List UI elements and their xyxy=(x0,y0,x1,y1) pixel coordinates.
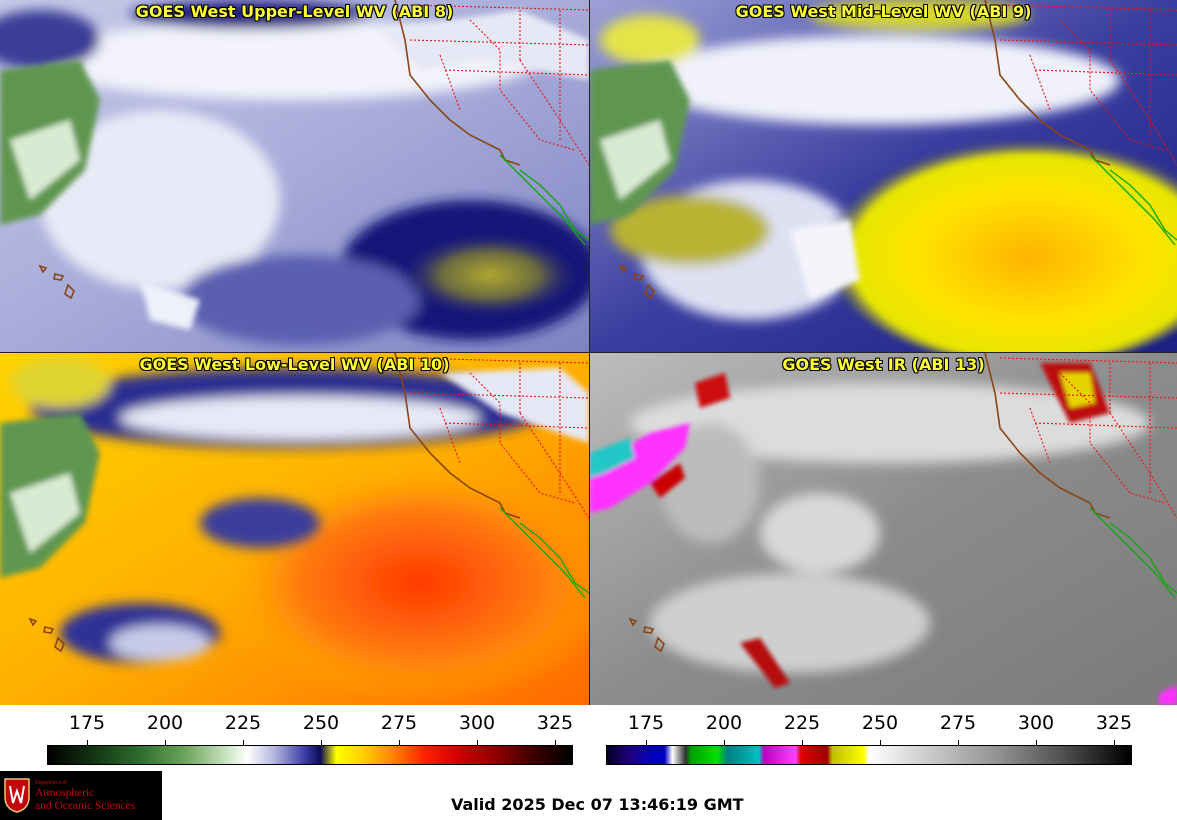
panel-title: GOES West Upper-Level WV (ABI 8) xyxy=(135,2,454,21)
colorbar-tick-label: 300 xyxy=(1017,712,1055,734)
mid-level-wv-image xyxy=(590,0,1177,352)
mid-level-wv-panel: GOES West Mid-Level WV (ABI 9) xyxy=(590,0,1177,352)
colorbar-tick-label: 250 xyxy=(861,712,899,734)
upper-level-wv-panel: GOES West Upper-Level WV (ABI 8) xyxy=(0,0,589,352)
colorbar-tick-label: 300 xyxy=(458,712,496,734)
colorbar-tick-mark xyxy=(802,740,803,746)
panel-title: GOES West Mid-Level WV (ABI 9) xyxy=(735,2,1032,21)
colorbar-tick-label: 250 xyxy=(302,712,340,734)
colorbar-tick-mark xyxy=(1036,740,1037,746)
colorbar-tick-mark xyxy=(321,740,322,746)
colorbar-right-ticks: 175 200 225 250 275 300 325 xyxy=(606,712,1133,746)
colorbar-tick-mark xyxy=(243,740,244,746)
state-border-overlay xyxy=(409,4,589,166)
colorbar-tick-label: 225 xyxy=(783,712,821,734)
colorbar-tick-label: 325 xyxy=(1095,712,1133,734)
low-level-wv-image xyxy=(0,353,589,705)
colorbar-tick-mark xyxy=(880,740,881,746)
ir-image xyxy=(590,353,1177,705)
colorbar-tick-mark xyxy=(724,740,725,746)
mexico-coast-overlay xyxy=(499,154,589,246)
colorbar-left-ticks: 175 200 225 250 275 300 325 xyxy=(47,712,574,746)
colorbar-tick-label: 325 xyxy=(536,712,574,734)
aos-logo[interactable]: Department of Atmospheric and Oceanic Sc… xyxy=(0,771,162,820)
colorbar-tick-label: 175 xyxy=(68,712,106,734)
colorbar-tick-label: 175 xyxy=(627,712,665,734)
ir-colorbar xyxy=(606,745,1132,765)
coastline-overlay xyxy=(38,0,521,300)
logo-line-2: and Oceanic Sciences xyxy=(35,800,136,812)
ir-panel: GOES West IR (ABI 13) xyxy=(590,353,1177,705)
upper-level-wv-image xyxy=(0,0,589,352)
panel-title: GOES West Low-Level WV (ABI 10) xyxy=(139,355,450,374)
colorbar-tick-label: 200 xyxy=(146,712,184,734)
panel-divider-horizontal xyxy=(0,352,1177,353)
colorbar-tick-mark xyxy=(1114,740,1115,746)
colorbar-tick-mark xyxy=(646,740,647,746)
valid-time: Valid 2025 Dec 07 13:46:19 GMT xyxy=(451,795,744,814)
colorbar-tick-mark xyxy=(165,740,166,746)
colorbar-tick-mark xyxy=(555,740,556,746)
colorbar-tick-mark xyxy=(958,740,959,746)
logo-department-small: Department of xyxy=(35,780,67,786)
colorbar-tick-mark xyxy=(399,740,400,746)
colorbar-tick-mark xyxy=(477,740,478,746)
colorbar-tick-label: 200 xyxy=(705,712,743,734)
uw-crest-icon xyxy=(4,778,30,813)
wv-colorbar xyxy=(47,745,573,765)
low-level-wv-panel: GOES West Low-Level WV (ABI 10) xyxy=(0,353,589,705)
colorbar-tick-label: 225 xyxy=(224,712,262,734)
colorbar-tick-label: 275 xyxy=(939,712,977,734)
logo-line-1: Atmospheric xyxy=(35,787,95,799)
colorbar-tick-mark xyxy=(87,740,88,746)
panel-title: GOES West IR (ABI 13) xyxy=(782,355,985,374)
colorbar-tick-label: 275 xyxy=(380,712,418,734)
